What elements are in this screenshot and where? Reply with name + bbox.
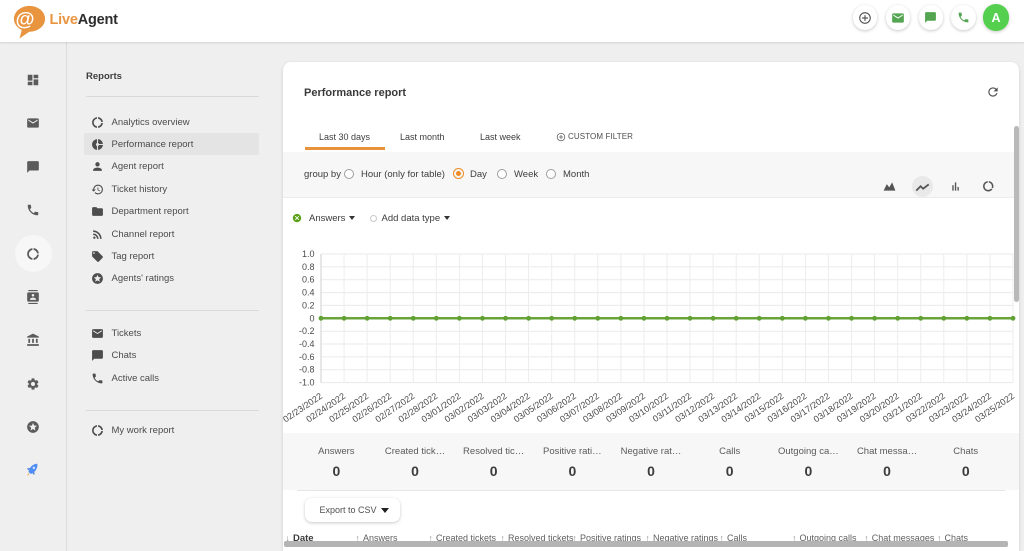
svg-text:1.0: 1.0 xyxy=(302,249,315,259)
svg-text:0.4: 0.4 xyxy=(302,288,315,298)
svg-text:-1.0: -1.0 xyxy=(299,378,315,388)
svg-text:-0.8: -0.8 xyxy=(299,365,315,375)
svg-text:-0.4: -0.4 xyxy=(299,339,315,349)
svg-text:0: 0 xyxy=(309,313,314,323)
svg-text:-0.2: -0.2 xyxy=(299,326,315,336)
svg-text:0.6: 0.6 xyxy=(302,275,315,285)
svg-text:0.2: 0.2 xyxy=(302,300,315,310)
svg-text:0.8: 0.8 xyxy=(302,262,315,272)
svg-text:@: @ xyxy=(16,9,35,31)
svg-text:-0.6: -0.6 xyxy=(299,352,315,362)
